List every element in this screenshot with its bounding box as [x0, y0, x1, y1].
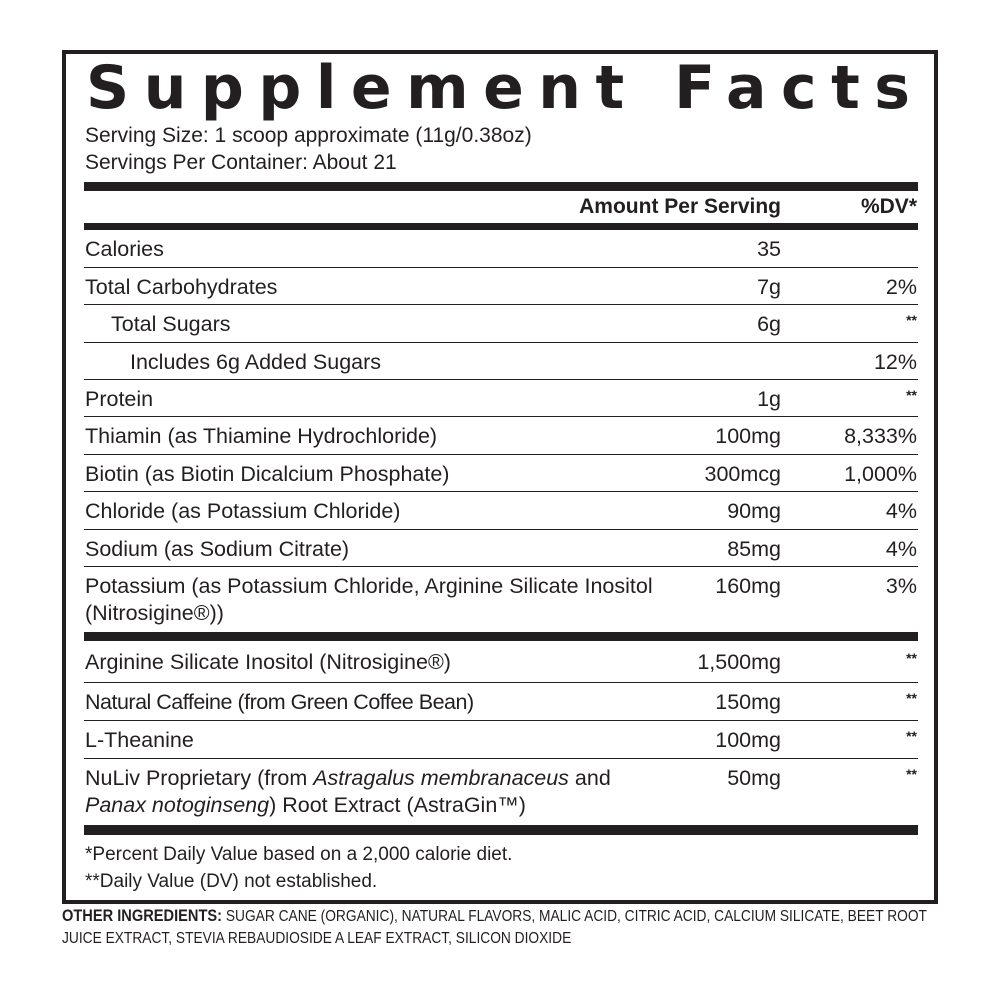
nutrient-row: Includes 6g Added Sugars 12%	[84, 343, 918, 380]
nutrient-amount: 35	[757, 237, 781, 261]
nutrient-dv: 8,333%	[844, 424, 917, 448]
ingredient-row: Arginine Silicate Inositol (Nitrosigine®…	[84, 641, 918, 683]
nutrient-row: Chloride (as Potassium Chloride) 90mg 4%	[84, 492, 918, 530]
ingredient-name: Natural Caffeine (from Green Coffee Bean…	[85, 690, 474, 714]
ingredient-name: Arginine Silicate Inositol (Nitrosigine®…	[85, 650, 451, 674]
panel-title: Supplement Facts	[86, 53, 925, 123]
nutrient-row: Total Sugars 6g **	[84, 305, 918, 343]
nutrient-name: Total Carbohydrates	[85, 275, 278, 299]
nutrient-dv: 2%	[885, 275, 917, 299]
divider-thick	[84, 632, 918, 641]
nutrient-amount: 1g	[757, 387, 781, 411]
nutrient-dv: 4%	[885, 499, 917, 523]
nutrient-amount: 100mg	[715, 424, 781, 448]
nutrient-row: Sodium (as Sodium Citrate) 85mg 4%	[84, 530, 918, 567]
nutrient-row: Protein 1g **	[84, 380, 918, 417]
servings-per-container: Servings Per Container: About 21	[85, 151, 397, 174]
nutrient-row: Thiamin (as Thiamine Hydrochloride) 100mg…	[84, 417, 918, 455]
nutrient-name: Protein	[85, 387, 154, 411]
nutrient-amount: 85mg	[727, 537, 781, 561]
nutrient-name: Total Sugars	[111, 312, 231, 336]
divider-thick	[84, 182, 918, 191]
ingredient-dv: **	[906, 650, 917, 666]
name-part: and	[568, 766, 611, 790]
ingredient-amount: 50mg	[727, 766, 781, 790]
nutrient-row: Biotin (as Biotin Dicalcium Phosphate) 30…	[84, 455, 918, 492]
name-part: NuLiv Proprietary (from	[85, 766, 314, 790]
ingredient-row: Natural Caffeine (from Green Coffee Bean…	[84, 683, 918, 721]
nutrient-name: Chloride (as Potassium Chloride)	[85, 499, 401, 523]
nutrient-name: Calories	[85, 237, 164, 261]
footnote-dv: *Percent Daily Value based on a 2,000 ca…	[85, 844, 513, 865]
other-ingredients-label: OTHER INGREDIENTS:	[62, 906, 223, 925]
ingredient-row: L-Theanine 100mg **	[84, 721, 918, 759]
amount-per-serving-header: Amount Per Serving	[579, 195, 781, 218]
nutrient-name: Potassium (as Potassium Chloride, Argini…	[85, 574, 653, 625]
footnote-not-established: **Daily Value (DV) not established.	[85, 871, 378, 892]
nutrient-row: Potassium (as Potassium Chloride, Argini…	[84, 567, 918, 632]
nutrient-dv: 3%	[885, 574, 917, 598]
nutrient-name: Includes 6g Added Sugars	[130, 350, 382, 374]
ingredient-amount: 100mg	[715, 728, 781, 752]
nutrient-dv: 12%	[873, 350, 917, 374]
name-part: Astragalus membranaceus	[313, 766, 569, 790]
serving-size: Serving Size: 1 scoop approximate (11g/0…	[85, 124, 532, 147]
nutrient-dv: 4%	[885, 537, 917, 561]
nutrient-amount: 300mcg	[704, 462, 782, 486]
nutrient-amount: 90mg	[727, 499, 781, 523]
ingredient-name: NuLiv Proprietary (from Astragalus membr…	[85, 765, 675, 819]
ingredient-row: NuLiv Proprietary (from Astragalus membr…	[84, 759, 918, 825]
divider-thick	[84, 223, 918, 230]
nutrient-row: Calories 35	[84, 230, 918, 268]
other-ingredients: OTHER INGREDIENTS: SUGAR CANE (ORGANIC),…	[62, 905, 948, 950]
nutrient-amount: 6g	[757, 312, 781, 336]
nutrient-dv: 1,000%	[844, 462, 917, 486]
nutrient-name: Thiamin (as Thiamine Hydrochloride)	[85, 424, 438, 448]
nutrient-amount: 7g	[757, 275, 781, 299]
ingredient-dv: **	[906, 690, 917, 706]
ingredient-amount: 150mg	[715, 690, 781, 714]
facts-panel-border	[62, 50, 938, 904]
name-part: ) Root Extract (AstraGin™)	[269, 793, 526, 817]
other-ingredients-text: SUGAR CANE (ORGANIC), NATURAL FLAVORS, M…	[62, 908, 927, 947]
nutrient-dv: **	[906, 312, 917, 328]
nutrient-dv: **	[906, 387, 917, 403]
nutrient-name: Biotin (as Biotin Dicalcium Phosphate)	[85, 462, 450, 486]
nutrient-name: Sodium (as Sodium Citrate)	[85, 537, 350, 561]
ingredient-name: L-Theanine	[85, 728, 194, 752]
ingredient-dv: **	[906, 766, 917, 782]
ingredient-dv: **	[906, 728, 917, 744]
nutrient-amount: 160mg	[715, 574, 781, 598]
divider-thick	[84, 825, 918, 835]
dv-header: %DV*	[860, 195, 917, 218]
name-part: Panax notoginseng	[85, 793, 270, 817]
nutrient-row: Total Carbohydrates 7g 2%	[84, 268, 918, 305]
ingredient-amount: 1,500mg	[697, 650, 781, 674]
